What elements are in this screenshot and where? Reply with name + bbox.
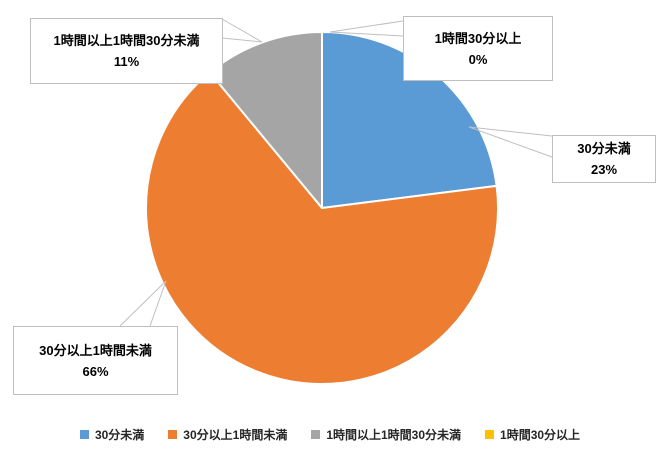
data-label-category: 30分以上1時間未満	[39, 342, 152, 358]
legend-item-under-30min: 30分未満	[79, 426, 145, 443]
data-label-30min-to-1h: 30分以上1時間未満 66%	[13, 326, 178, 395]
legend-item-1h-to-1h30m: 1時間以上1時間30分未満	[311, 426, 461, 443]
legend-label: 1時間以上1時間30分未満	[326, 427, 462, 442]
legend-swatch-icon	[79, 429, 89, 439]
data-label-1h-to-1h30m: 1時間以上1時間30分未満 11%	[30, 18, 223, 84]
legend-label: 30分未満	[94, 427, 145, 442]
legend-swatch-icon	[485, 429, 495, 439]
legend-item-over-1h30m: 1時間30分以上	[485, 426, 580, 443]
data-label-over-1h30m: 1時間30分以上 0%	[403, 16, 553, 81]
legend-label: 30分以上1時間未満	[183, 427, 288, 442]
pie-slice-30min-to-1h	[145, 71, 499, 385]
data-label-percent: 66%	[82, 363, 109, 379]
legend: 30分未満 30分以上1時間未満 1時間以上1時間30分未満 1時間30分以上	[0, 422, 660, 446]
leader-line-1h-to-1h30m	[221, 18, 263, 43]
data-label-percent: 11%	[113, 54, 140, 69]
data-label-percent: 23%	[590, 162, 618, 177]
data-label-percent: 0%	[468, 51, 488, 67]
legend-swatch-icon	[168, 429, 178, 439]
data-label-category: 1時間30分以上	[434, 30, 522, 46]
data-label-under-30min: 30分未満 23%	[552, 135, 656, 183]
data-label-category: 30分未満	[577, 141, 631, 156]
leader-line-over-1h30m	[329, 20, 404, 37]
leader-line-under-30min	[468, 126, 553, 158]
leader-line-30min-to-1h	[119, 280, 167, 327]
data-label-category: 1時間以上1時間30分未満	[53, 33, 200, 48]
legend-swatch-icon	[311, 429, 321, 439]
legend-item-30min-to-1h: 30分以上1時間未満	[168, 426, 287, 443]
legend-label: 1時間30分以上	[500, 427, 581, 442]
